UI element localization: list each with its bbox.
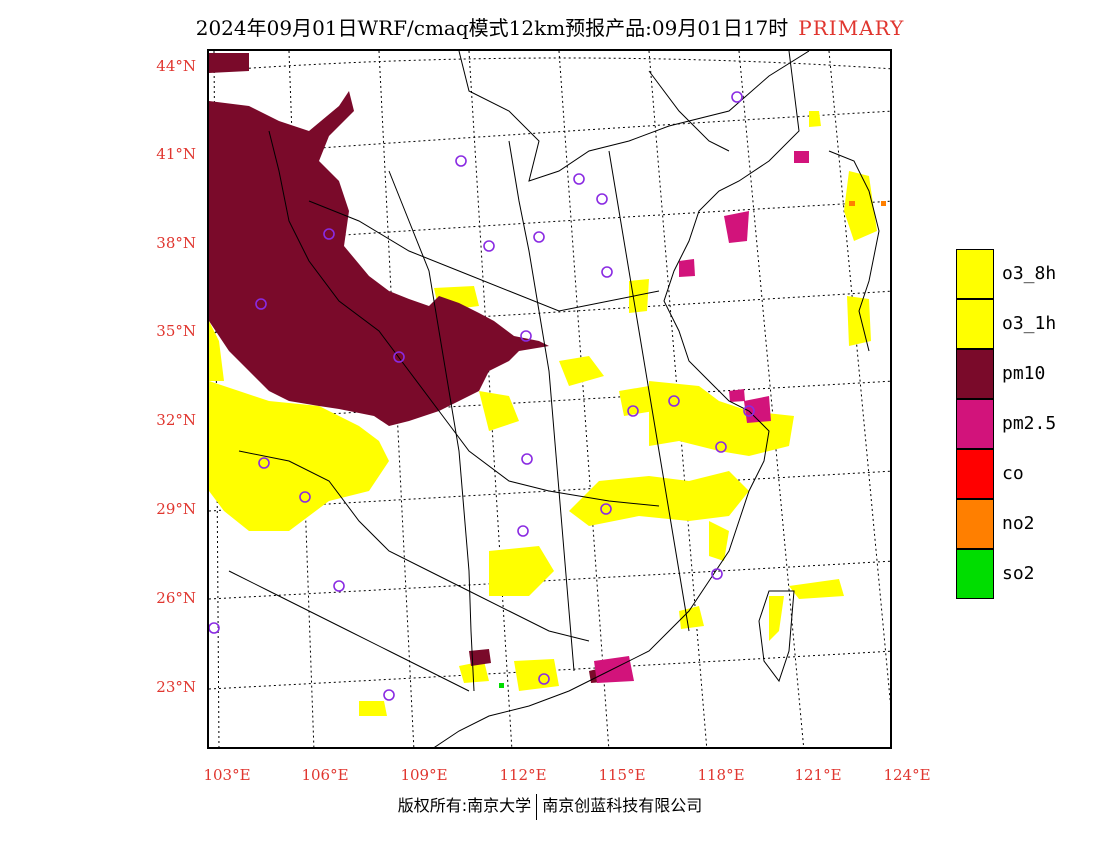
legend-item-o3-8h: o3_8h [956, 249, 1096, 299]
map-canvas [209, 51, 890, 747]
lon-label-112: 112°E [499, 766, 547, 784]
legend-label: pm10 [1002, 363, 1046, 384]
legend-item-o3-1h: o3_1h [956, 299, 1096, 349]
copyright-left: 版权所有:南京大学 [397, 796, 532, 815]
lon-label-118: 118°E [697, 766, 745, 784]
lat-label-32: 32°N [156, 411, 196, 429]
lon-label-109: 109°E [400, 766, 448, 784]
lat-label-41: 41°N [156, 145, 196, 163]
map-title: 2024年09月01日WRF/cmaq模式12km预报产品:09月01日17时 P… [0, 12, 1100, 41]
no2-spot [849, 201, 855, 206]
lat-label-26: 26°N [156, 589, 196, 607]
legend-label: no2 [1002, 513, 1035, 534]
legend-swatch [956, 449, 994, 499]
copyright-divider [536, 793, 538, 820]
copyright-right: 南京创蓝科技有限公司 [542, 796, 703, 815]
legend-item-pm25: pm2.5 [956, 399, 1096, 449]
lat-label-29: 29°N [156, 500, 196, 518]
lon-label-121: 121°E [794, 766, 842, 784]
legend-swatch [956, 349, 994, 399]
legend-item-pm10: pm10 [956, 349, 1096, 399]
lat-label-35: 35°N [156, 322, 196, 340]
legend-swatch [956, 499, 994, 549]
pm10-regions [209, 53, 614, 683]
legend-label: co [1002, 463, 1024, 484]
copyright: 版权所有:南京大学 南京创蓝科技有限公司 [0, 792, 1100, 820]
legend-swatch [956, 249, 994, 299]
no2-spot-2 [881, 201, 886, 206]
legend-label: o3_1h [1002, 313, 1057, 334]
legend-swatch [956, 399, 994, 449]
legend-label: pm2.5 [1002, 413, 1057, 434]
legend-item-co: co [956, 449, 1096, 499]
legend-swatch [956, 549, 994, 599]
lon-label-115: 115°E [598, 766, 646, 784]
title-text: 2024年09月01日WRF/cmaq模式12km预报产品:09月01日17时 [195, 16, 789, 40]
legend-label: so2 [1002, 563, 1035, 584]
boundaries [228, 51, 880, 747]
lon-label-103: 103°E [203, 766, 251, 784]
legend-item-no2: no2 [956, 499, 1096, 549]
city-markers [209, 91, 755, 701]
legend-label: o3_8h [1002, 263, 1057, 284]
primary-tag: PRIMARY [798, 16, 905, 40]
lat-label-44: 44°N [156, 57, 196, 75]
legend-item-so2: so2 [956, 549, 1096, 599]
legend-swatch [956, 299, 994, 349]
lat-label-38: 38°N [156, 234, 196, 252]
lon-label-106: 106°E [301, 766, 349, 784]
lon-label-124: 124°E [883, 766, 931, 784]
forecast-map [207, 49, 892, 749]
so2-spot [499, 683, 504, 688]
lat-label-23: 23°N [156, 678, 196, 696]
